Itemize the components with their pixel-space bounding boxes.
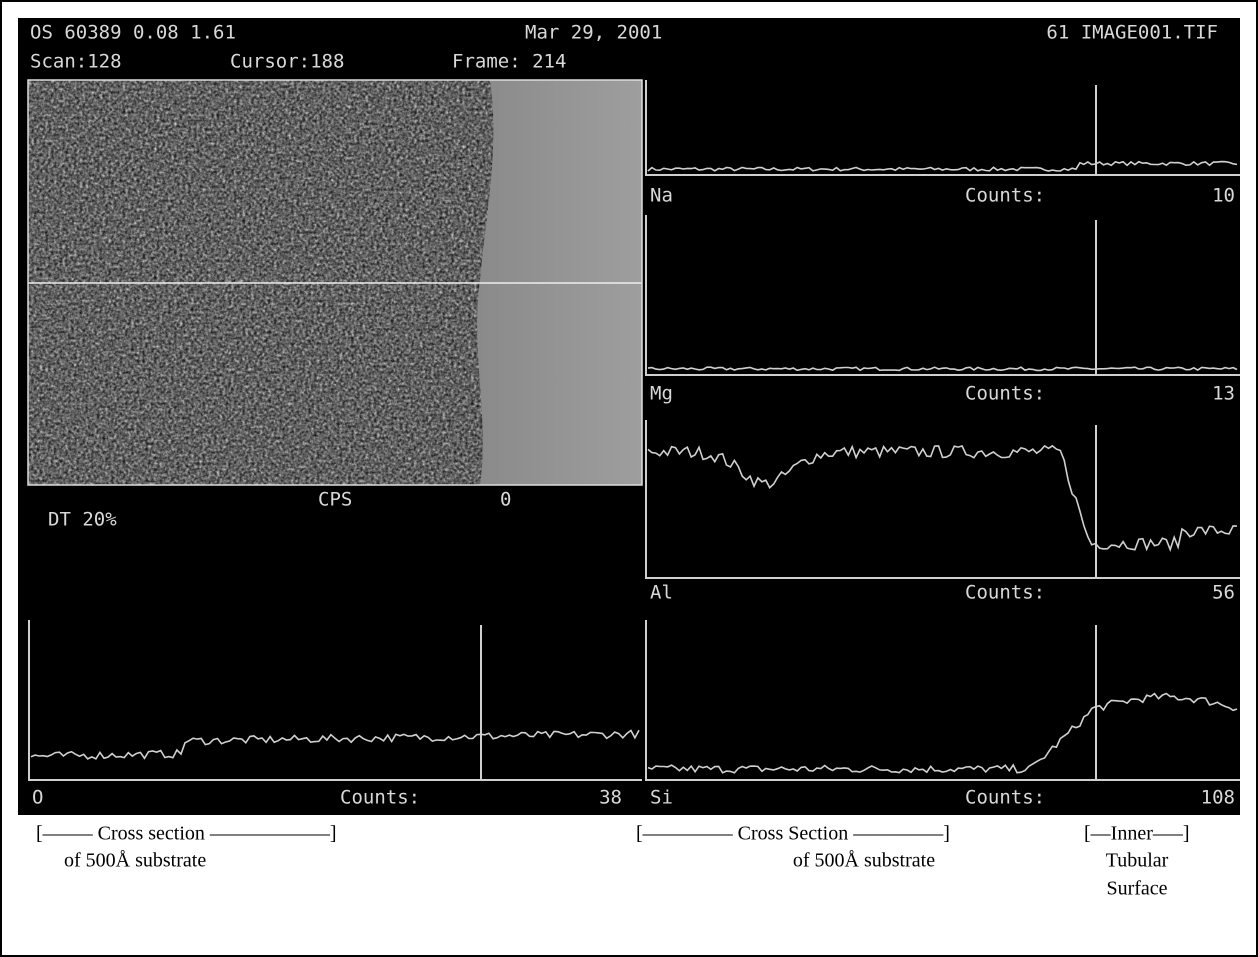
date: Mar 29, 2001 <box>525 22 662 44</box>
caption-line: [—Inner—–] <box>1084 823 1190 845</box>
spectrum-trace <box>647 160 1238 172</box>
counts-value: 10 <box>1212 185 1235 207</box>
caption-line: Tubular <box>1106 850 1169 872</box>
element-label: Si <box>650 787 673 809</box>
caption-line: [——– Cross section ——————] <box>36 823 337 845</box>
element-label: O <box>32 787 43 809</box>
instrument-id: OS 60389 0.08 1.61 <box>30 22 236 44</box>
spectrum-trace <box>647 692 1238 774</box>
counts-label: Counts: <box>965 787 1045 809</box>
counts-label: Counts: <box>965 383 1045 405</box>
cps-label: CPS <box>318 489 352 511</box>
counts-value: 56 <box>1212 582 1235 604</box>
element-label: Al <box>650 582 673 604</box>
counts-value: 108 <box>1201 787 1235 809</box>
spectrum-trace <box>30 729 640 760</box>
dead-time: DT 20% <box>48 509 117 531</box>
spectrum-trace <box>647 444 1238 552</box>
element-label: Na <box>650 185 673 207</box>
counts-label: Counts: <box>340 787 420 809</box>
caption-line: Surface <box>1106 878 1167 900</box>
file-name: 61 IMAGE001.TIF <box>1046 22 1218 44</box>
caption-line: of 500Å substrate <box>793 850 935 872</box>
counts-label: Counts: <box>965 582 1045 604</box>
frame-number: Frame: 214 <box>452 51 566 73</box>
counts-value: 13 <box>1212 383 1235 405</box>
micrograph-border <box>27 79 643 486</box>
micrograph <box>27 79 643 486</box>
cps-value: 0 <box>500 489 511 511</box>
caption-line: of 500Å substrate <box>64 850 206 872</box>
scan: Scan:128 <box>30 51 122 73</box>
counts-label: Counts: <box>965 185 1045 207</box>
cursor: Cursor:188 <box>230 51 344 73</box>
counts-value: 38 <box>599 787 622 809</box>
element-label: Mg <box>650 383 673 405</box>
spectrum-trace <box>647 366 1238 372</box>
caption-line: [————– Cross Section ————–] <box>636 823 950 845</box>
